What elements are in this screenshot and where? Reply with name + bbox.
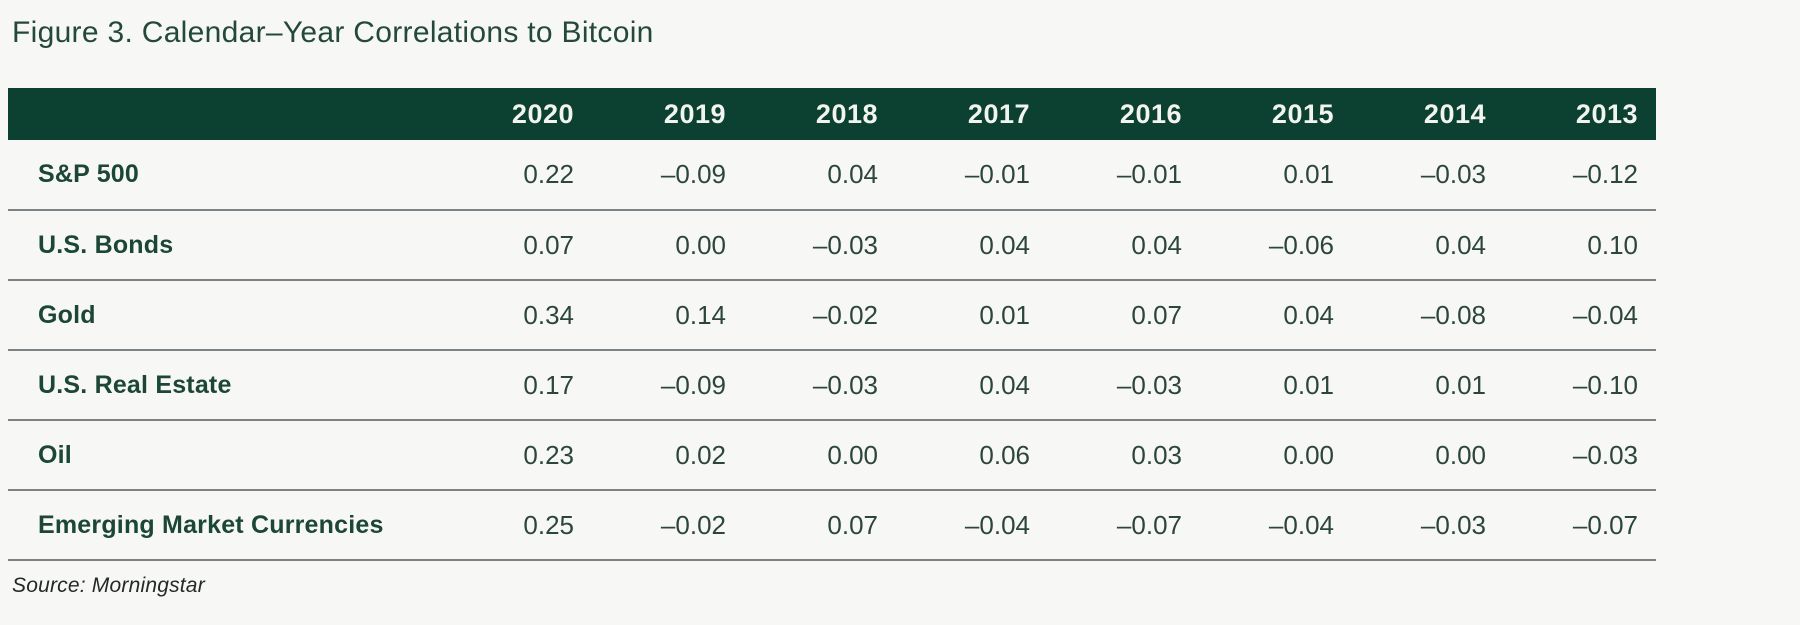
value-cell: –0.03 [1048,350,1200,421]
year-header-2018: 2018 [744,88,896,140]
value-cell: 0.07 [744,490,896,561]
value-cell: –0.07 [1504,490,1656,561]
table-row: Emerging Market Currencies 0.25 –0.02 0.07–… [8,490,1656,561]
figure-title: Figure 3. Calendar–Year Correlations to … [12,16,654,49]
table-header-row: 2020 2019 2018 2017 2016 2015 2014 2013 [8,88,1656,140]
row-label: Gold [8,280,440,351]
value-cell: 0.01 [1352,350,1504,421]
value-cell: –0.04 [1200,490,1352,561]
value-cell: –0.03 [744,210,896,281]
header-corner-cell [8,88,440,140]
value-cell: 0.14 [592,280,744,351]
value-cell: –0.04 [1504,280,1656,351]
value-cell: –0.02 [592,490,744,561]
year-header-2019: 2019 [592,88,744,140]
value-cell: –0.03 [744,350,896,421]
value-cell: 0.02 [592,420,744,491]
year-header-2014: 2014 [1352,88,1504,140]
value-cell: –0.10 [1504,350,1656,421]
value-cell: 0.01 [1200,140,1352,211]
value-cell: 0.07 [1048,280,1200,351]
value-cell: –0.03 [1504,420,1656,491]
value-cell: 0.04 [1352,210,1504,281]
value-cell: 0.00 [592,210,744,281]
value-cell: –0.03 [1352,140,1504,211]
value-cell: 0.23 [440,420,592,491]
correlations-table: 2020 2019 2018 2017 2016 2015 2014 2013 S&P 500… [8,88,1656,561]
value-cell: 0.04 [1048,210,1200,281]
value-cell: –0.09 [592,350,744,421]
value-cell: –0.06 [1200,210,1352,281]
row-label: Emerging Market Currencies [8,490,440,561]
value-cell: 0.00 [744,420,896,491]
year-header-2017: 2017 [896,88,1048,140]
table-header: 2020 2019 2018 2017 2016 2015 2014 2013 [8,88,1656,140]
table-row: Oil 0.23 0.02 0.00 0.06 0.03 0.00 0.00 –0.03 [8,420,1656,491]
row-label: S&P 500 [8,140,440,211]
value-cell: 0.17 [440,350,592,421]
value-cell: –0.09 [592,140,744,211]
value-cell: 0.01 [896,280,1048,351]
value-cell: 0.00 [1352,420,1504,491]
value-cell: 0.06 [896,420,1048,491]
value-cell: –0.08 [1352,280,1504,351]
value-cell: –0.04 [896,490,1048,561]
value-cell: 0.25 [440,490,592,561]
value-cell: 0.04 [896,210,1048,281]
table-row: U.S. Real Estate 0.17 –0.09 –0.03 0.04 –0.03 0… [8,350,1656,421]
value-cell: 0.04 [1200,280,1352,351]
value-cell: –0.12 [1504,140,1656,211]
value-cell: –0.07 [1048,490,1200,561]
value-cell: 0.01 [1200,350,1352,421]
table-row: Gold 0.34 0.14 –0.02 0.01 0.07 0.04 –0.08 –0.04 [8,280,1656,351]
table-row: S&P 500 0.22 –0.09 0.04 –0.01 –0.01 0.01 –0.03–… [8,140,1656,211]
row-label: U.S. Bonds [8,210,440,281]
value-cell: 0.00 [1200,420,1352,491]
source-note: Source: Morningstar [12,574,205,597]
value-cell: 0.04 [744,140,896,211]
value-cell: –0.02 [744,280,896,351]
year-header-2013: 2013 [1504,88,1656,140]
value-cell: –0.01 [1048,140,1200,211]
row-label: Oil [8,420,440,491]
table-body: S&P 500 0.22 –0.09 0.04 –0.01 –0.01 0.01 –0.03–… [8,140,1656,561]
year-header-2015: 2015 [1200,88,1352,140]
row-label: U.S. Real Estate [8,350,440,421]
value-cell: 0.07 [440,210,592,281]
year-header-2020: 2020 [440,88,592,140]
value-cell: 0.03 [1048,420,1200,491]
table-row: U.S. Bonds 0.07 0.00 –0.03 0.04 0.04 –0.06 0.04… [8,210,1656,281]
value-cell: 0.22 [440,140,592,211]
value-cell: –0.01 [896,140,1048,211]
value-cell: 0.04 [896,350,1048,421]
value-cell: 0.34 [440,280,592,351]
year-header-2016: 2016 [1048,88,1200,140]
value-cell: 0.10 [1504,210,1656,281]
value-cell: –0.03 [1352,490,1504,561]
